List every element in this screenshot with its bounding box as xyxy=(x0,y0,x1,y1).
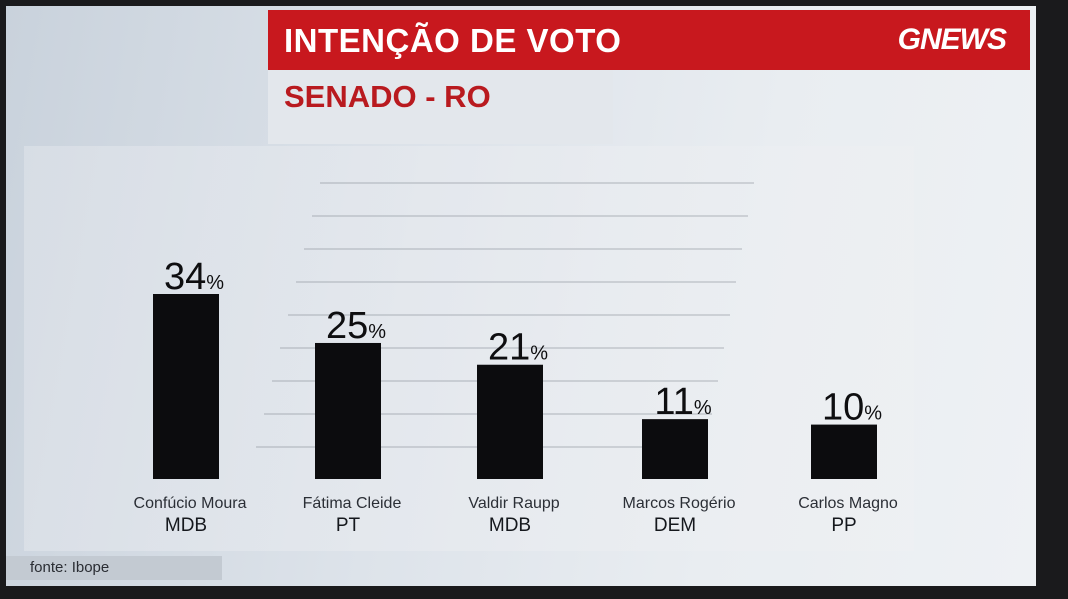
chart-subtitle: SENADO - RO xyxy=(284,79,491,114)
party-label: MDB xyxy=(489,515,531,536)
bar-chart: 34% Confúcio Moura MDB 25% Fátima Cleide PT 21… xyxy=(134,182,898,536)
bar xyxy=(153,294,219,479)
data-label: 21% xyxy=(488,327,548,369)
brand-logo: GNEWS xyxy=(897,23,1007,56)
data-label: 10% xyxy=(822,387,882,429)
data-label: 11% xyxy=(654,381,711,423)
category-label: Valdir Raupp xyxy=(468,495,559,512)
category-label: Confúcio Moura xyxy=(134,495,247,512)
category-label: Marcos Rogério xyxy=(623,495,736,512)
data-label: 34% xyxy=(164,256,224,298)
party-label: PT xyxy=(336,515,361,536)
data-label: 25% xyxy=(326,305,386,347)
party-label: PP xyxy=(831,515,856,536)
category-label: Carlos Magno xyxy=(798,495,898,512)
tv-screen: INTENÇÃO DE VOTO GNEWS SENADO - RO 34% Co… xyxy=(6,6,1036,586)
party-label: DEM xyxy=(654,515,696,536)
bar xyxy=(477,364,543,479)
party-label: MDB xyxy=(165,515,207,536)
bar xyxy=(642,419,708,479)
bar xyxy=(811,424,877,479)
source-label: fonte: Ibope xyxy=(30,559,110,576)
chart-title: INTENÇÃO DE VOTO xyxy=(284,22,622,59)
subheader-bar: SENADO - RO xyxy=(268,70,613,144)
bar xyxy=(315,342,381,479)
category-label: Fátima Cleide xyxy=(303,495,402,512)
source-bar: fonte: Ibope xyxy=(6,556,222,580)
header-bar: INTENÇÃO DE VOTO GNEWS xyxy=(268,10,1030,70)
